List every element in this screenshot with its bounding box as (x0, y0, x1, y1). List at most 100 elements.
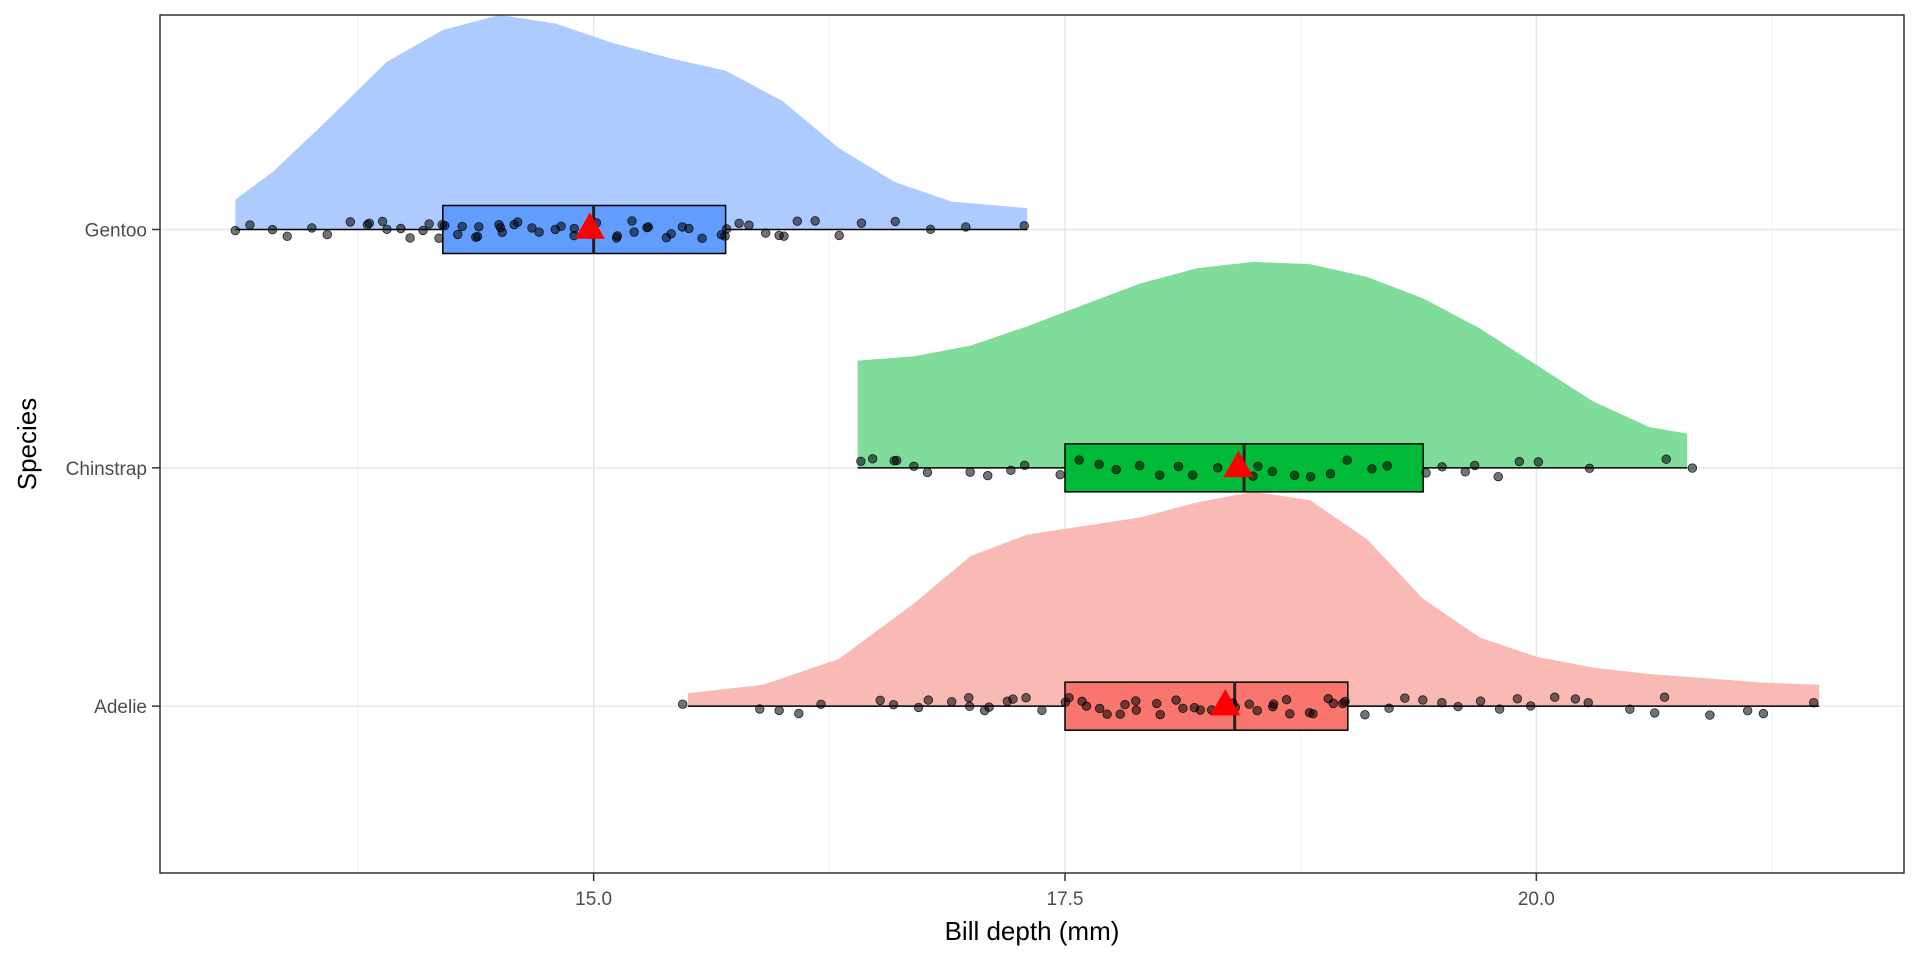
data-point (1094, 703, 1105, 714)
data-point (1115, 709, 1125, 719)
data-point (1533, 457, 1544, 467)
data-point (856, 456, 866, 466)
x-tick-label: 15.0 (575, 889, 612, 910)
data-point (453, 229, 463, 240)
data-point (684, 223, 694, 234)
data-point (1400, 693, 1410, 703)
data-point (961, 222, 971, 232)
data-point (1120, 699, 1130, 710)
data-point (1305, 471, 1316, 482)
density-cloud-gentoo (235, 15, 1028, 230)
data-point (984, 702, 994, 712)
y-tick-label: Gentoo (85, 221, 147, 242)
mean-marker-chinstrap (1223, 450, 1254, 478)
data-point (716, 230, 727, 240)
data-point (1338, 698, 1348, 709)
data-point (1281, 695, 1292, 705)
x-tick-label: 20.0 (1518, 889, 1555, 910)
data-point (396, 223, 406, 234)
data-point (794, 708, 804, 719)
data-point (1625, 704, 1635, 714)
data-point (642, 222, 652, 233)
data-point (1155, 470, 1165, 480)
data-point (755, 704, 765, 714)
data-point (810, 216, 820, 226)
data-point (1102, 709, 1112, 719)
data-point (1494, 704, 1505, 714)
data-point (1659, 692, 1670, 702)
data-point (1367, 464, 1377, 474)
data-point (856, 218, 867, 228)
data-point (534, 227, 544, 237)
data-point (867, 454, 878, 464)
data-point (569, 223, 579, 234)
data-point (230, 225, 241, 236)
data-point (364, 218, 375, 229)
box-adelie (1064, 681, 1349, 731)
data-point (1758, 708, 1769, 719)
data-point (1382, 461, 1392, 471)
data-point (816, 699, 826, 709)
data-point (1342, 455, 1352, 465)
data-point (1152, 698, 1162, 709)
data-point (1384, 703, 1394, 713)
data-point (1021, 693, 1031, 703)
data-point (307, 223, 317, 233)
data-point (1006, 465, 1016, 476)
data-point (629, 227, 639, 237)
data-point (1094, 459, 1104, 470)
data-point (1460, 467, 1470, 477)
data-point (1470, 460, 1480, 471)
data-point (964, 701, 975, 712)
data-point (1155, 709, 1165, 720)
data-point (1187, 470, 1198, 480)
density-layer (235, 15, 1820, 707)
data-point (527, 223, 537, 233)
data-point (437, 219, 447, 230)
mean-marker-adelie (1210, 689, 1241, 716)
x-axis-title: Bill depth (mm) (945, 916, 1120, 946)
data-point (834, 230, 844, 241)
data-point (697, 233, 707, 244)
data-point (382, 224, 392, 234)
data-point (405, 233, 415, 243)
data-point (1809, 698, 1819, 708)
data-point (760, 228, 771, 238)
y-axis-title: Species (12, 398, 42, 491)
density-cloud-chinstrap (857, 261, 1688, 468)
data-point (1360, 710, 1370, 720)
data-point (1475, 696, 1486, 706)
density-cloud-adelie (687, 491, 1820, 707)
data-point (721, 224, 732, 234)
data-point (627, 216, 637, 226)
data-point (744, 220, 754, 230)
data-point (1437, 462, 1447, 472)
data-point (1267, 466, 1278, 477)
box-layer (442, 204, 1424, 731)
data-point (1002, 696, 1013, 706)
data-point (1081, 701, 1092, 711)
data-point (322, 229, 332, 240)
data-point (612, 231, 623, 241)
data-point (983, 470, 993, 481)
data-point (1325, 469, 1336, 479)
data-point (1074, 455, 1084, 465)
data-point (282, 231, 292, 242)
data-point (792, 216, 802, 226)
data-point (774, 705, 784, 716)
data-point (1421, 468, 1431, 478)
data-point (774, 230, 784, 241)
data-point (1285, 709, 1295, 719)
data-point (1570, 694, 1581, 704)
data-point (474, 222, 484, 232)
data-point (889, 456, 899, 466)
data-point (1111, 464, 1121, 475)
data-point (1705, 710, 1715, 720)
data-point (965, 467, 975, 477)
data-point (1583, 697, 1593, 708)
data-point (1453, 701, 1463, 712)
data-point (734, 218, 744, 228)
data-point (377, 216, 388, 227)
data-point (1135, 460, 1145, 471)
